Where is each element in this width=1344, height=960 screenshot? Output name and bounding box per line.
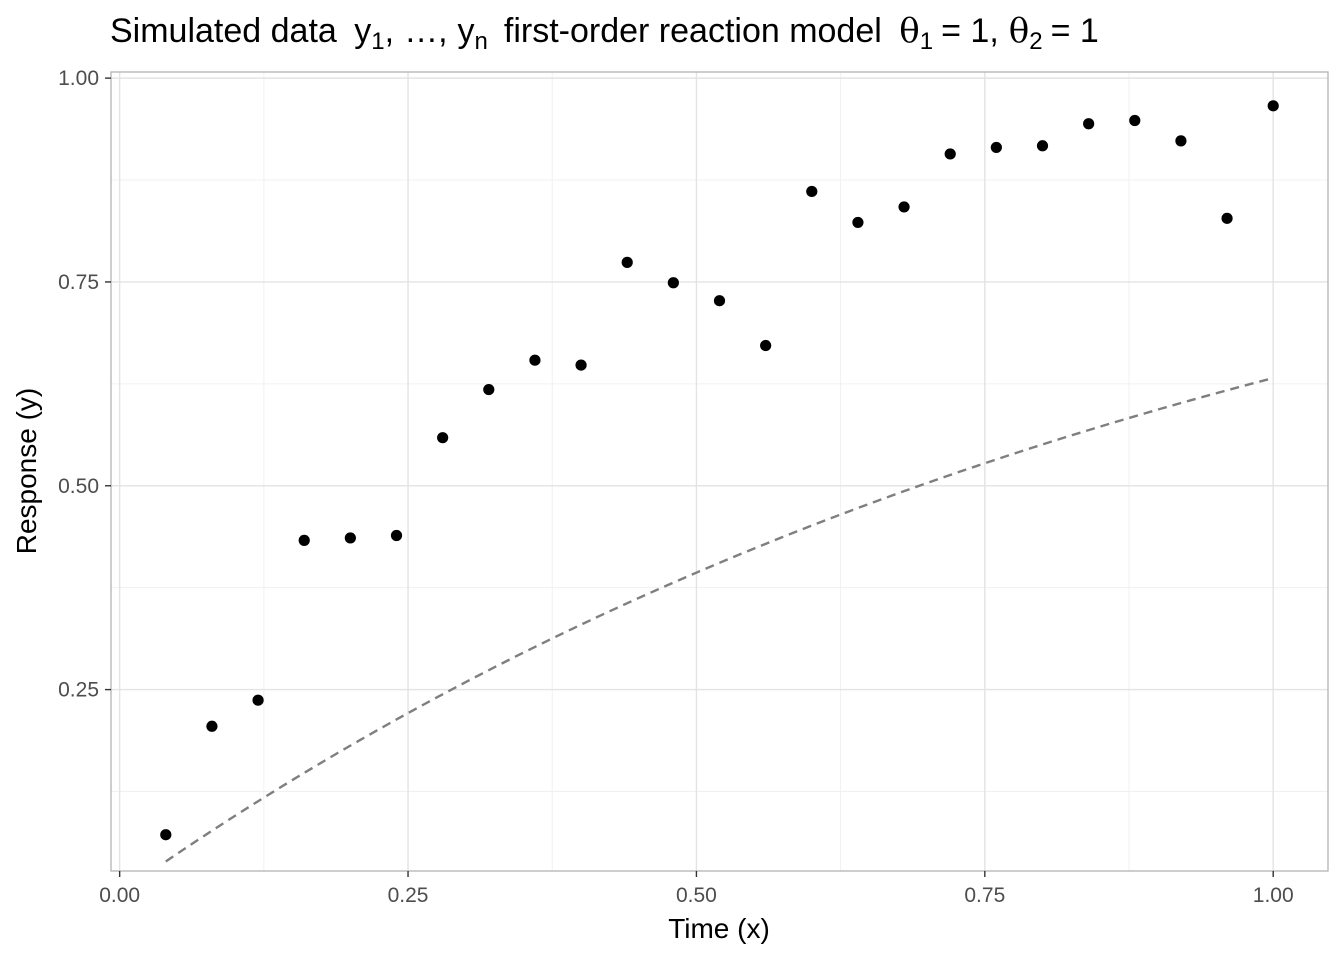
data-point (483, 383, 495, 396)
data-point (437, 432, 449, 444)
y-tick-label: 0.75 (58, 271, 99, 294)
x-tick-label: 1.00 (1253, 884, 1294, 907)
major-gridlines (111, 72, 1328, 871)
y-tick-label: 0.25 (58, 679, 99, 702)
data-point (206, 720, 218, 732)
data-point (344, 532, 356, 544)
panel-border (110, 71, 1329, 872)
data-point (160, 829, 172, 841)
data-point (852, 216, 864, 229)
data-points (160, 100, 1279, 841)
data-point (252, 694, 264, 706)
y-axis-ticks: 0.25 0.50 0.75 1.00 (58, 67, 111, 702)
data-point (760, 339, 772, 352)
data-point (1175, 135, 1187, 147)
data-point (1129, 114, 1141, 127)
data-point (713, 295, 726, 307)
data-point (1267, 100, 1279, 112)
data-point (529, 354, 541, 366)
y-tick-label: 0.50 (58, 475, 99, 498)
data-point (667, 277, 679, 289)
x-tick-label: 0.50 (676, 884, 717, 907)
data-point (298, 534, 310, 546)
data-point (1221, 212, 1233, 224)
x-tick-label: 0.75 (964, 884, 1005, 907)
x-axis-title: Time (x) (668, 913, 770, 944)
x-tick-label: 0.25 (388, 884, 429, 907)
x-tick-label: 0.00 (99, 884, 140, 907)
chart-title: Simulated data y1,…, yn first-order reacti… (110, 11, 1099, 55)
data-point (621, 256, 633, 268)
data-point (806, 185, 818, 198)
data-point (1083, 118, 1095, 130)
data-point (390, 529, 403, 542)
data-point (990, 141, 1002, 154)
data-point (898, 201, 910, 213)
x-axis-ticks: 0.00 0.25 0.50 0.75 1.00 (99, 871, 1294, 907)
y-axis-title: Response (y) (11, 388, 42, 555)
minor-gridlines (111, 72, 1328, 871)
y-tick-label: 1.00 (58, 67, 99, 90)
fitted-curve (165, 376, 1274, 863)
data-point (1036, 140, 1049, 152)
data-point (944, 148, 956, 160)
data-point (575, 359, 587, 371)
